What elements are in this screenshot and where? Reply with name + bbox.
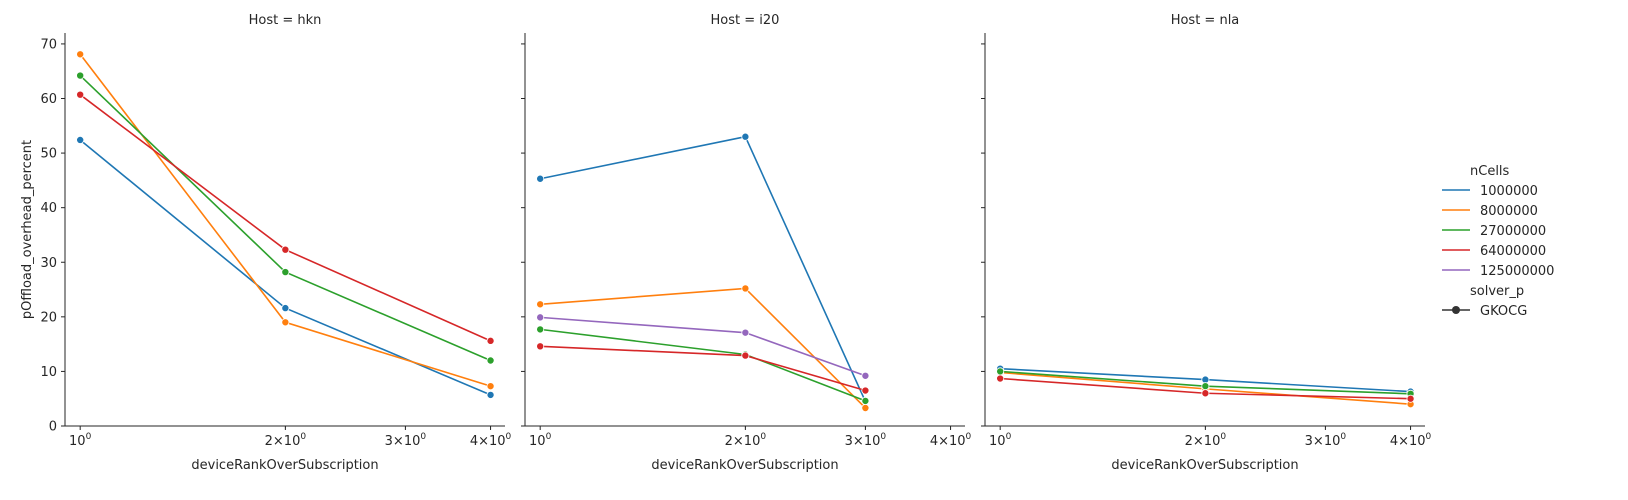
legend-label: 64000000 (1480, 244, 1546, 259)
panel-title: Host = hkn (249, 13, 322, 28)
data-point (281, 318, 290, 327)
x-axis-label: deviceRankOverSubscription (191, 458, 378, 473)
data-point (861, 396, 870, 405)
data-point (741, 284, 750, 293)
data-point (536, 300, 545, 309)
data-point (281, 268, 290, 277)
y-tick-label: 50 (40, 147, 57, 162)
legend-hue-title: nCells (1470, 164, 1510, 179)
legend-label: 1000000 (1480, 184, 1538, 199)
data-point (486, 382, 495, 391)
series-line (79, 94, 491, 342)
series-27000000 (76, 71, 495, 365)
panel-3: Host = nla 100 2×100 3×100 4×100 deviceRankOv… (981, 13, 1432, 473)
legend-style-title: solver_p (1470, 284, 1524, 299)
panel-title: Host = nla (1171, 13, 1240, 28)
y-tick-label: 0 (49, 420, 57, 435)
x-tick-label: 3×100 (385, 432, 427, 449)
x-axis-label: deviceRankOverSubscription (1111, 458, 1298, 473)
x-tick-label: 2×100 (265, 432, 307, 449)
data-point (536, 313, 545, 322)
data-point (486, 390, 495, 399)
data-point (76, 71, 85, 80)
series-64000000 (76, 90, 495, 345)
legend-label: 8000000 (1480, 204, 1538, 219)
data-point (281, 245, 290, 254)
x-tick-label: 100 (69, 432, 92, 449)
data-point (76, 90, 85, 99)
data-point (281, 304, 290, 313)
legend-label: 125000000 (1480, 264, 1554, 279)
data-point (1201, 389, 1210, 398)
series-line (79, 74, 491, 362)
x-tick-label: 4×100 (1390, 432, 1432, 449)
data-point (996, 374, 1005, 383)
y-tick-label: 10 (40, 365, 57, 380)
legend-style-entry: GKOCG (1442, 304, 1527, 319)
legend: nCells 1000000 8000000 27000000 64000000 1250… (1442, 164, 1554, 319)
y-tick-label: 40 (40, 201, 57, 216)
legend-entry: 64000000 (1442, 244, 1546, 259)
data-point (486, 356, 495, 365)
y-tick-label: 30 (40, 256, 57, 271)
series-8000000 (76, 50, 495, 391)
legend-entry: 27000000 (1442, 224, 1546, 239)
x-tick-label: 4×100 (930, 432, 972, 449)
x-tick-label: 3×100 (1305, 432, 1347, 449)
series-line (540, 328, 866, 402)
series-line (79, 53, 491, 387)
panel-1: Host = hkn 0 10 20 30 40 50 60 70 100 2×100 3×100 4×… (20, 13, 512, 473)
legend-label: 27000000 (1480, 224, 1546, 239)
data-point (861, 371, 870, 380)
data-point (1201, 375, 1210, 384)
x-tick-label: 3×100 (845, 432, 887, 449)
data-point (76, 50, 85, 59)
data-point (536, 325, 545, 334)
data-point (861, 386, 870, 395)
y-axis-label: pOffload_overhead_percent (20, 140, 35, 319)
x-tick-label: 4×100 (470, 432, 512, 449)
series-27000000 (536, 325, 870, 405)
panels: Host = hkn 0 10 20 30 40 50 60 70 100 2×100 3×100 4×… (20, 13, 1432, 473)
legend-entry: 125000000 (1442, 264, 1554, 279)
y-tick-label: 70 (40, 37, 57, 52)
series-125000000 (536, 313, 870, 380)
data-point (486, 336, 495, 345)
data-point (536, 174, 545, 183)
x-tick-label: 2×100 (1185, 432, 1227, 449)
legend-entry: 1000000 (1442, 184, 1538, 199)
data-point (536, 342, 545, 351)
data-point (741, 351, 750, 360)
y-tick-label: 60 (40, 92, 57, 107)
data-point (996, 367, 1005, 376)
series-line (79, 139, 491, 396)
series-1000000 (76, 135, 495, 399)
data-point (76, 135, 85, 144)
x-tick-label: 2×100 (725, 432, 767, 449)
data-point (1201, 382, 1210, 391)
x-axis-label: deviceRankOverSubscription (651, 458, 838, 473)
data-point (741, 328, 750, 337)
legend-entry: 8000000 (1442, 204, 1538, 219)
y-tick-label: 20 (40, 310, 57, 325)
data-point (741, 132, 750, 141)
data-point (861, 403, 870, 412)
series-27000000 (996, 367, 1415, 398)
data-point (1406, 394, 1415, 403)
series-64000000 (996, 374, 1415, 403)
series-line (540, 316, 866, 377)
panel-2: Host = i20 100 2×100 3×100 4×100 deviceRankOv… (521, 13, 972, 473)
series-64000000 (536, 342, 870, 395)
series-line (540, 345, 866, 392)
series-8000000 (536, 284, 870, 412)
panel-title: Host = i20 (711, 13, 780, 28)
series-1000000 (536, 132, 870, 406)
series-line (540, 135, 867, 402)
legend-style-label: GKOCG (1480, 304, 1527, 319)
legend-style-marker (1452, 306, 1460, 314)
x-tick-label: 100 (529, 432, 552, 449)
x-tick-label: 100 (989, 432, 1012, 449)
